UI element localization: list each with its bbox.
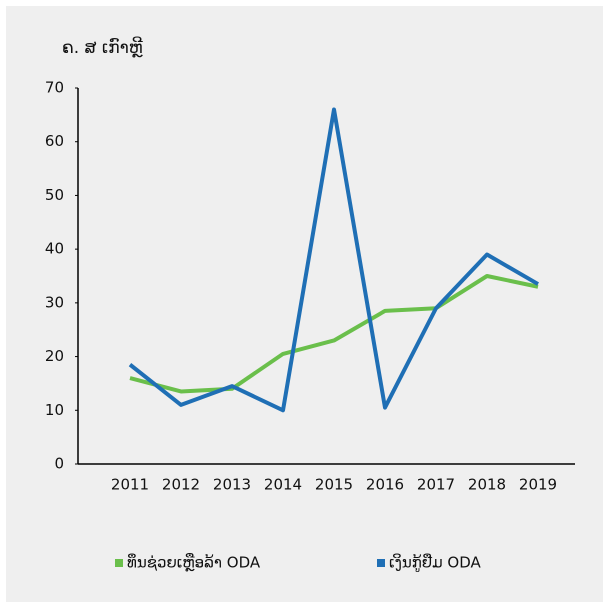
x-tick-label: 2013 (213, 476, 251, 494)
x-tick-label: 2016 (366, 476, 404, 494)
y-tick-label: 70 (45, 79, 64, 97)
y-tick-label: 20 (45, 347, 64, 365)
y-tick-label: 40 (45, 240, 64, 258)
x-tick-label: 2014 (264, 476, 302, 494)
legend-swatch (377, 559, 385, 567)
legend-label: ເງິນກູ້ຢືມ ODA (389, 552, 481, 572)
y-axis-label: ຄ. ສ ເກົາຫຼີ (62, 36, 144, 59)
y-tick-label: 30 (45, 293, 64, 311)
chart-background (6, 6, 603, 602)
series-line (128, 107, 540, 413)
y-tick-label: 60 (45, 132, 64, 150)
legend-swatch (115, 559, 123, 567)
x-tick-label: 2012 (162, 476, 200, 494)
y-tick-label: 50 (45, 186, 64, 204)
x-tick-label: 2019 (519, 476, 557, 494)
series-line (129, 274, 539, 394)
x-tick-label: 2015 (315, 476, 353, 494)
x-tick-label: 2011 (111, 476, 149, 494)
legend-label: ທຶນຊ່ວຍເຫຼືອລ້າ ODA (127, 552, 261, 571)
x-tick-label: 2017 (417, 476, 455, 494)
x-tick-label: 2018 (468, 476, 506, 494)
y-tick-label: 0 (54, 455, 64, 473)
y-tick-label: 10 (45, 401, 64, 419)
